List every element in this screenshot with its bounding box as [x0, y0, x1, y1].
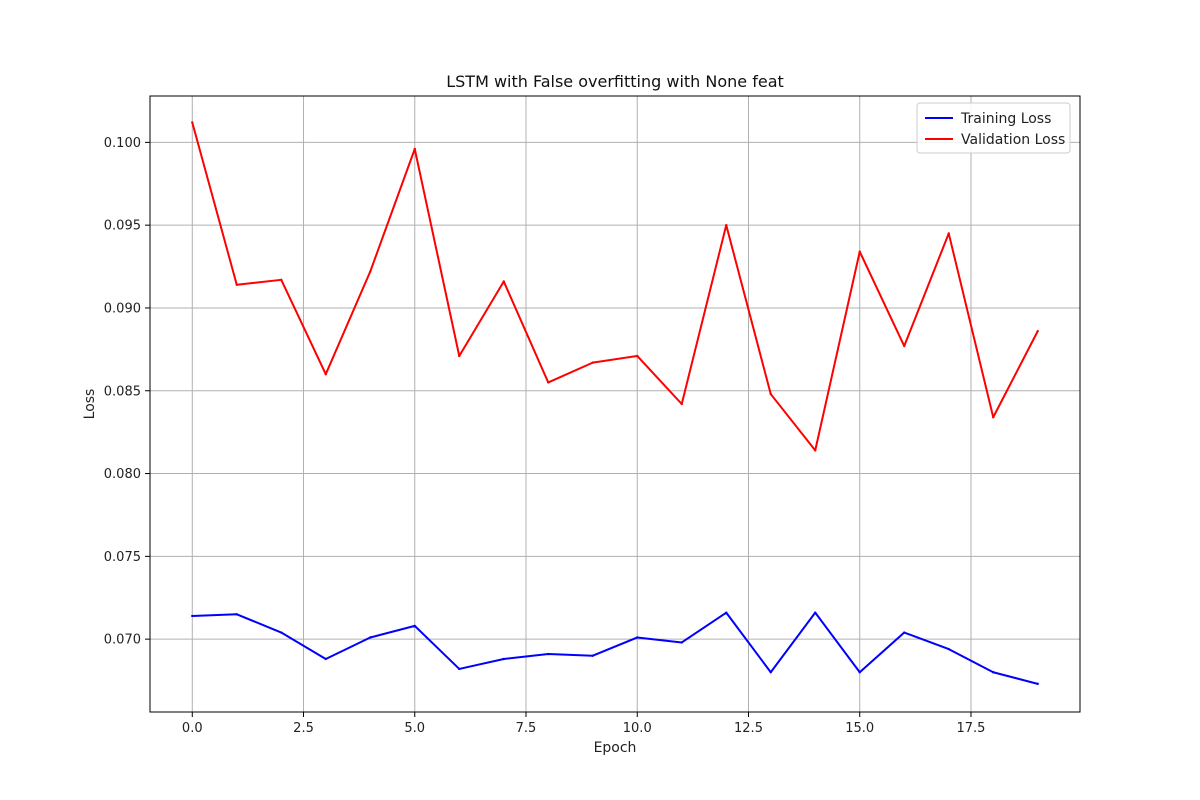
data-point — [280, 631, 283, 634]
series-line-training-loss — [192, 611, 1038, 685]
legend-box — [916, 102, 1071, 154]
legend-label: Training Loss — [960, 111, 1051, 127]
y-tick-label: 0.095 — [104, 219, 141, 234]
data-point — [413, 147, 416, 151]
data-point — [947, 232, 950, 235]
x-tick-label: 15.0 — [845, 721, 874, 736]
y-axis-label: Loss — [82, 389, 98, 420]
series-line-validation-loss — [191, 122, 1039, 452]
x-tick-label: 17.5 — [957, 721, 986, 736]
data-point — [858, 250, 861, 253]
grid — [150, 96, 1080, 712]
data-point — [814, 449, 817, 452]
x-tick-label: 12.5 — [734, 721, 763, 736]
data-point — [769, 671, 772, 674]
y-tick-label: 0.090 — [104, 301, 141, 316]
x-tick-label: 5.0 — [404, 721, 425, 736]
data-point — [191, 614, 194, 618]
data-point — [947, 647, 950, 651]
data-point — [191, 121, 194, 124]
data-point — [725, 223, 728, 227]
data-point — [814, 611, 817, 614]
data-point — [369, 636, 372, 639]
data-point — [680, 641, 683, 644]
data-point — [458, 667, 461, 671]
data-point — [992, 671, 995, 674]
data-point — [680, 402, 683, 406]
x-axis-label: Epoch — [594, 740, 637, 756]
data-point — [636, 354, 639, 358]
data-point — [235, 613, 238, 616]
data-point — [502, 657, 505, 661]
y-tick-label: 0.070 — [104, 633, 141, 648]
data-point — [458, 354, 461, 358]
y-tick-label: 0.085 — [104, 384, 141, 399]
data-point — [903, 344, 906, 348]
data-point — [547, 381, 550, 384]
data-point — [324, 657, 327, 661]
x-tick-label: 10.0 — [623, 721, 652, 736]
data-point — [591, 361, 594, 364]
legend-label: Validation Loss — [961, 132, 1065, 148]
data-point — [413, 624, 416, 628]
data-point — [992, 416, 995, 419]
data-point — [636, 636, 639, 639]
data-point — [858, 671, 861, 674]
data-point — [324, 372, 327, 376]
data-point — [725, 611, 728, 614]
data-point — [280, 278, 283, 282]
y-tick-label: 0.100 — [104, 136, 141, 151]
data-point — [369, 270, 372, 273]
data-point — [502, 280, 505, 283]
x-tick-label: 7.5 — [516, 721, 537, 736]
y-tick-label: 0.075 — [104, 550, 141, 565]
axis-ticks: 0.0 2.5 5.0 7.5 10.0 12.5 15.0 17.5 0.070 0.075 0.… — [104, 136, 986, 736]
y-tick-label: 0.080 — [104, 467, 141, 482]
series-lines — [191, 121, 1039, 686]
legend: Training Loss Validation Loss — [916, 102, 1071, 154]
x-tick-label: 2.5 — [293, 721, 314, 736]
data-point — [1036, 682, 1039, 686]
data-point — [235, 283, 238, 286]
plot-frame — [149, 95, 1081, 713]
data-point — [1036, 329, 1039, 333]
x-tick-label: 0.0 — [182, 721, 203, 736]
data-point — [547, 652, 550, 656]
data-point — [903, 631, 906, 634]
data-point — [769, 392, 772, 396]
data-point — [591, 654, 594, 657]
chart-title: LSTM with False overfitting with None fe… — [446, 72, 784, 91]
